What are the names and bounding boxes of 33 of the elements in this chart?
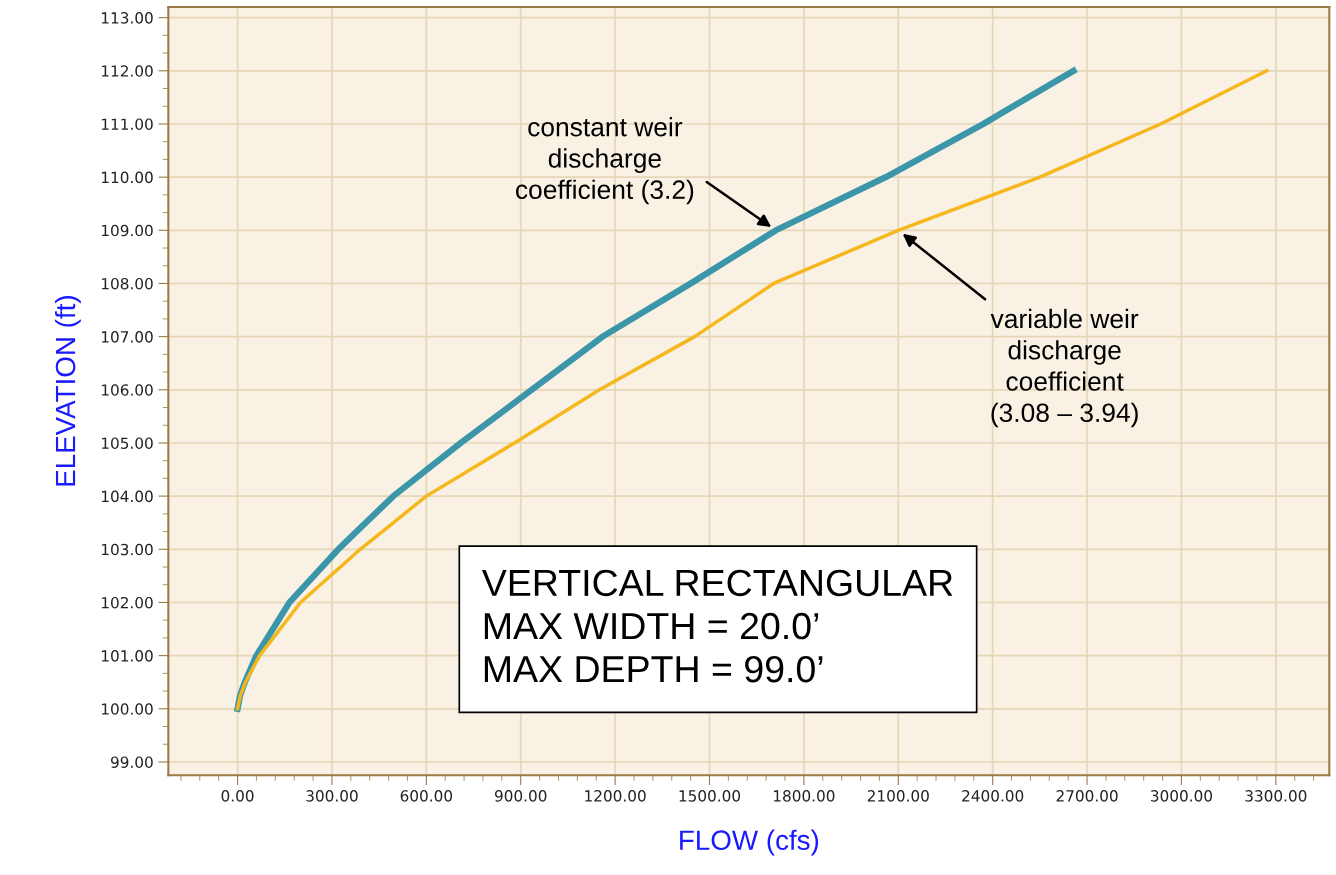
y-tick-label: 100.00 bbox=[101, 703, 153, 715]
y-tick-label: 106.00 bbox=[101, 384, 153, 396]
annotation: variable weir discharge coefficient (3.08 – 3.94) bbox=[990, 308, 1139, 428]
x-tick-label: 900.00 bbox=[494, 790, 547, 802]
y-tick-label: 110.00 bbox=[101, 171, 153, 184]
annotation: VERTICAL RECTANGULAR MAX WIDTH = 20.0’ MAX DEPTH = 99.0’ bbox=[481, 569, 953, 683]
x-tick-label: 600.00 bbox=[400, 790, 453, 802]
y-tick-label: 103.00 bbox=[101, 543, 153, 556]
x-tick-label: 3000.00 bbox=[1151, 790, 1213, 802]
y-axis-title: ELEVATION (ft) bbox=[54, 296, 81, 486]
y-tick-label: 109.00 bbox=[101, 224, 153, 237]
x-tick-label: 1800.00 bbox=[773, 790, 835, 802]
y-tick-label: 104.00 bbox=[101, 490, 153, 503]
line-series bbox=[235, 69, 1269, 711]
y-tick-label: 105.00 bbox=[101, 437, 153, 449]
y-tick-label: 111.00 bbox=[101, 118, 153, 130]
y-tick-label: 113.00 bbox=[101, 12, 153, 24]
y-tick-label: 107.00 bbox=[101, 331, 153, 343]
y-tick-label: 108.00 bbox=[101, 277, 153, 290]
x-tick-label: 3300.00 bbox=[1245, 790, 1307, 802]
x-tick-label: 2400.00 bbox=[962, 790, 1024, 802]
y-tick-label: 101.00 bbox=[101, 650, 153, 662]
x-tick-label: 2700.00 bbox=[1056, 790, 1118, 802]
x-tick-label: 2100.00 bbox=[867, 790, 929, 802]
x-tick-label: 1200.00 bbox=[585, 790, 646, 802]
y-tick-label: 99.00 bbox=[110, 756, 153, 768]
y-tick-label: 102.00 bbox=[101, 596, 153, 609]
y-tick-label: 112.00 bbox=[101, 65, 153, 77]
x-tick-label: 0.00 bbox=[221, 790, 254, 802]
annotation: constant weir discharge coefficient (3.2) bbox=[516, 117, 694, 205]
x-axis-title: FLOW (cfs) bbox=[680, 829, 819, 856]
x-tick-label: 300.00 bbox=[306, 790, 358, 802]
x-tick-label: 1500.00 bbox=[679, 790, 741, 802]
